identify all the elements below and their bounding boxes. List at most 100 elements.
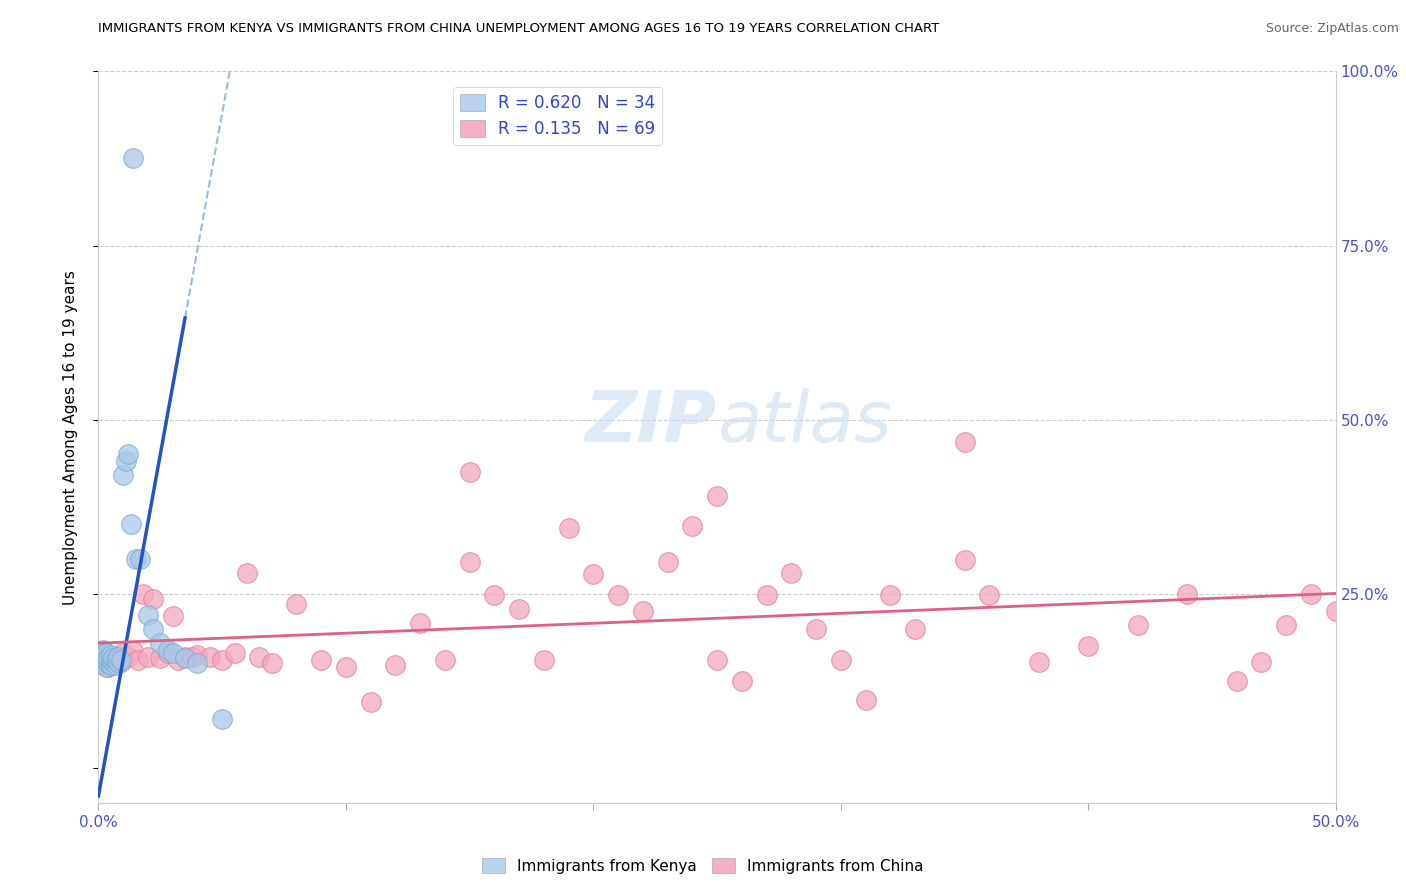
Point xyxy=(103,651,125,665)
Point xyxy=(904,622,927,636)
Point xyxy=(198,649,221,664)
Point xyxy=(100,653,122,667)
Point xyxy=(335,660,357,674)
Point xyxy=(1299,587,1322,601)
Point xyxy=(124,552,146,566)
Point xyxy=(142,592,165,607)
Text: ZIP: ZIP xyxy=(585,388,717,457)
Point xyxy=(103,653,125,667)
Point xyxy=(236,566,259,580)
Point xyxy=(107,649,129,664)
Point xyxy=(90,653,112,667)
Point xyxy=(107,651,129,665)
Point xyxy=(90,646,112,660)
Point xyxy=(309,653,332,667)
Point xyxy=(360,695,382,709)
Point xyxy=(94,646,117,660)
Point xyxy=(731,673,754,688)
Point xyxy=(607,588,630,602)
Point xyxy=(166,653,188,667)
Legend: Immigrants from Kenya, Immigrants from China: Immigrants from Kenya, Immigrants from C… xyxy=(477,852,929,880)
Point xyxy=(1028,655,1050,669)
Point xyxy=(260,657,283,671)
Point xyxy=(149,651,172,665)
Point xyxy=(855,692,877,706)
Point xyxy=(103,655,125,669)
Point xyxy=(162,609,184,624)
Point xyxy=(1077,639,1099,653)
Point xyxy=(93,657,115,672)
Point xyxy=(780,566,803,580)
Point xyxy=(93,657,115,671)
Point xyxy=(631,604,654,618)
Point xyxy=(557,521,579,535)
Point xyxy=(97,660,120,674)
Point xyxy=(149,635,172,649)
Point xyxy=(1250,655,1272,669)
Point xyxy=(107,655,129,669)
Point xyxy=(409,616,432,631)
Point xyxy=(181,649,204,664)
Point xyxy=(93,642,115,657)
Point xyxy=(117,448,139,462)
Point xyxy=(127,653,149,667)
Point xyxy=(830,653,852,667)
Point xyxy=(122,152,145,166)
Point xyxy=(879,588,901,602)
Point xyxy=(94,648,117,662)
Point xyxy=(97,651,120,665)
Point xyxy=(979,588,1001,602)
Point xyxy=(533,653,555,667)
Point xyxy=(110,653,132,667)
Point xyxy=(804,622,827,636)
Point xyxy=(100,657,122,672)
Point xyxy=(174,651,197,665)
Point xyxy=(211,653,233,667)
Point xyxy=(458,556,481,570)
Point xyxy=(132,587,155,601)
Point xyxy=(211,712,233,726)
Point xyxy=(104,657,127,671)
Text: IMMIGRANTS FROM KENYA VS IMMIGRANTS FROM CHINA UNEMPLOYMENT AMONG AGES 16 TO 19 : IMMIGRANTS FROM KENYA VS IMMIGRANTS FROM… xyxy=(98,22,939,36)
Point xyxy=(112,646,135,660)
Point xyxy=(186,648,208,662)
Point xyxy=(110,655,132,669)
Point xyxy=(94,653,117,667)
Text: atlas: atlas xyxy=(717,388,891,457)
Point xyxy=(120,517,142,532)
Point xyxy=(1175,587,1198,601)
Point xyxy=(97,657,120,671)
Point xyxy=(104,653,127,667)
Point xyxy=(1275,618,1298,632)
Point xyxy=(706,489,728,503)
Point xyxy=(186,657,208,671)
Point xyxy=(458,465,481,479)
Point xyxy=(755,588,778,602)
Point xyxy=(681,518,703,533)
Point xyxy=(94,660,117,674)
Legend: R = 0.620   N = 34, R = 0.135   N = 69: R = 0.620 N = 34, R = 0.135 N = 69 xyxy=(453,87,662,145)
Point xyxy=(90,653,112,667)
Point xyxy=(484,588,506,602)
Point xyxy=(156,646,179,660)
Point xyxy=(1126,618,1149,632)
Point xyxy=(384,657,406,672)
Point xyxy=(433,653,456,667)
Point xyxy=(953,434,976,449)
Point xyxy=(582,567,605,582)
Point xyxy=(706,653,728,667)
Point xyxy=(93,649,115,664)
Point xyxy=(285,597,308,611)
Point xyxy=(122,644,145,658)
Point xyxy=(136,607,159,622)
Point xyxy=(508,602,530,616)
Point xyxy=(100,648,122,662)
Point xyxy=(657,556,679,570)
Y-axis label: Unemployment Among Ages 16 to 19 years: Unemployment Among Ages 16 to 19 years xyxy=(63,269,77,605)
Point xyxy=(142,622,165,636)
Point xyxy=(156,642,179,657)
Point xyxy=(100,651,122,665)
Point xyxy=(104,657,127,672)
Point xyxy=(129,552,152,566)
Text: Source: ZipAtlas.com: Source: ZipAtlas.com xyxy=(1265,22,1399,36)
